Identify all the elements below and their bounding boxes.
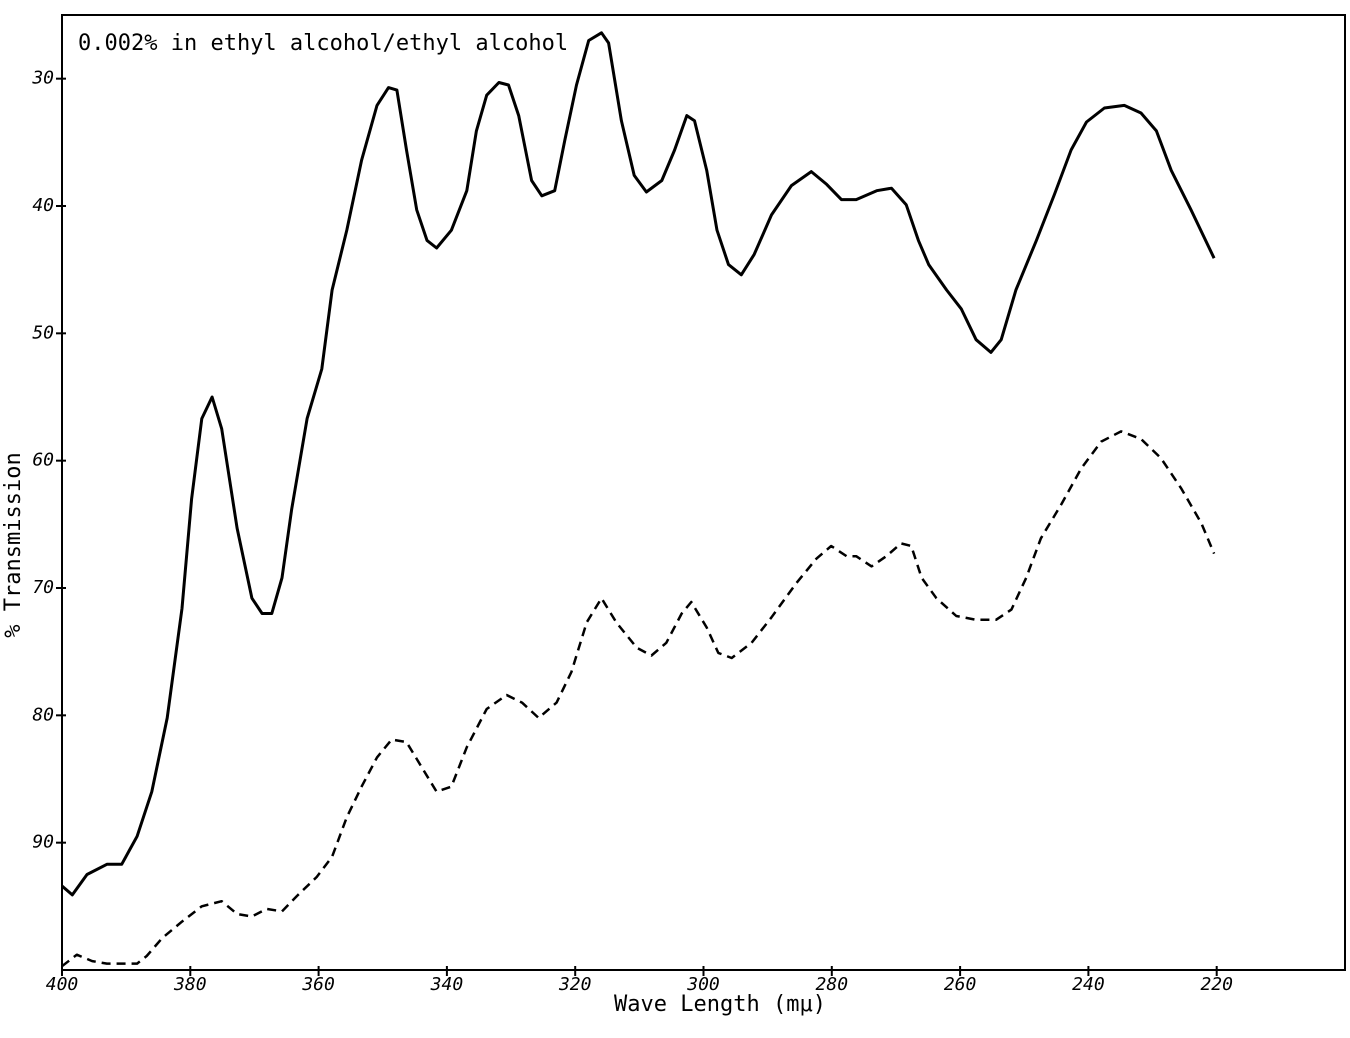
x-tick-label: 300 bbox=[686, 974, 720, 995]
chart-title: 0.002% in ethyl alcohol/ethyl alcohol bbox=[78, 31, 568, 56]
y-tick-label: 80 bbox=[32, 704, 54, 725]
y-tick-label: 90 bbox=[32, 832, 54, 853]
series-line bbox=[61, 430, 1216, 968]
y-tick-label: 40 bbox=[32, 195, 54, 216]
y-tick-label: 70 bbox=[32, 577, 54, 598]
x-tick-label: 280 bbox=[816, 974, 849, 995]
x-tick-label: 380 bbox=[173, 974, 207, 995]
x-tick-label: 340 bbox=[430, 974, 464, 995]
x-tick-label: 220 bbox=[1200, 974, 1233, 995]
x-tick-label: 240 bbox=[1072, 974, 1105, 995]
x-tick-label: 360 bbox=[301, 974, 335, 995]
y-tick-label: 60 bbox=[32, 450, 54, 471]
x-tick-label: 400 bbox=[46, 974, 79, 995]
x-axis-label: Wave Length (mμ) bbox=[614, 992, 826, 1017]
series-line bbox=[61, 31, 1216, 897]
y-axis-label: % Transmission bbox=[1, 452, 26, 637]
y-tick-label: 50 bbox=[32, 322, 54, 343]
y-tick-label: 30 bbox=[31, 68, 54, 89]
x-tick-label: 260 bbox=[944, 974, 977, 995]
x-tick-label: 320 bbox=[558, 974, 592, 995]
